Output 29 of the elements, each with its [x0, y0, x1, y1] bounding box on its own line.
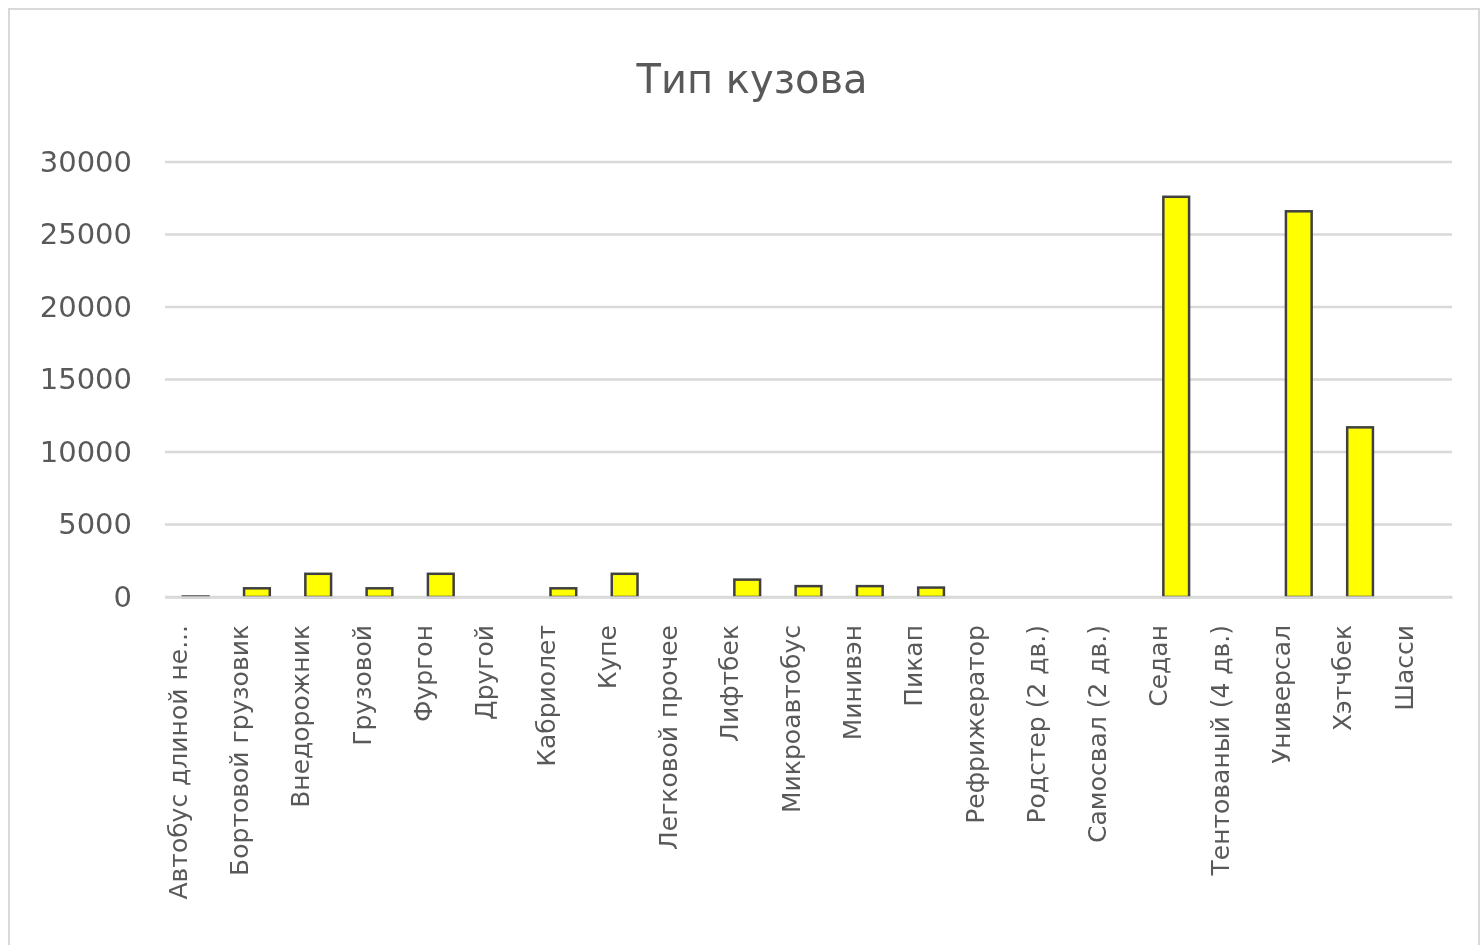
x-tick-label: Бортовой грузовик	[225, 625, 255, 876]
x-tick-label: Универсал	[1267, 625, 1297, 764]
x-tick-label: Лифтбек	[715, 625, 745, 742]
y-tick-label: 30000	[39, 144, 132, 179]
x-tick-label: Пикап	[899, 625, 929, 707]
y-tick-label: 10000	[39, 434, 132, 469]
x-tick-label: Фургон	[409, 625, 439, 722]
x-tick-label: Купе	[592, 625, 622, 690]
y-tick-label: 25000	[39, 217, 132, 252]
y-tick-label: 0	[113, 579, 132, 614]
x-tick-label: Кабриолет	[531, 625, 561, 767]
y-tick-label: 20000	[39, 289, 132, 324]
x-tick-label: Грузовой	[347, 625, 377, 746]
x-tick-label: Минивэн	[838, 625, 868, 741]
x-tick-label: Микроавтобус	[776, 625, 806, 813]
x-tick-label: Легковой прочее	[654, 625, 684, 850]
x-tick-label: Автобус длиной не...	[163, 625, 193, 900]
y-tick-label: 15000	[39, 362, 132, 397]
x-tick-label: Родстер (2 дв.)	[1021, 625, 1051, 824]
chart-title: Тип кузова	[635, 56, 868, 102]
x-tick-label: Внедорожник	[286, 625, 316, 808]
x-tick-label: Шасси	[1389, 625, 1419, 711]
x-tick-label: Седан	[1144, 625, 1174, 707]
x-tick-label: Тентованый (4 дв.)	[1205, 625, 1235, 877]
y-tick-label: 5000	[58, 507, 132, 542]
x-tick-label: Самосвал (2 дв.)	[1083, 625, 1113, 843]
x-tick-label: Рефрижератор	[960, 625, 990, 824]
x-tick-label: Другой	[470, 625, 500, 720]
x-tick-label: Хэтчбек	[1328, 625, 1358, 732]
